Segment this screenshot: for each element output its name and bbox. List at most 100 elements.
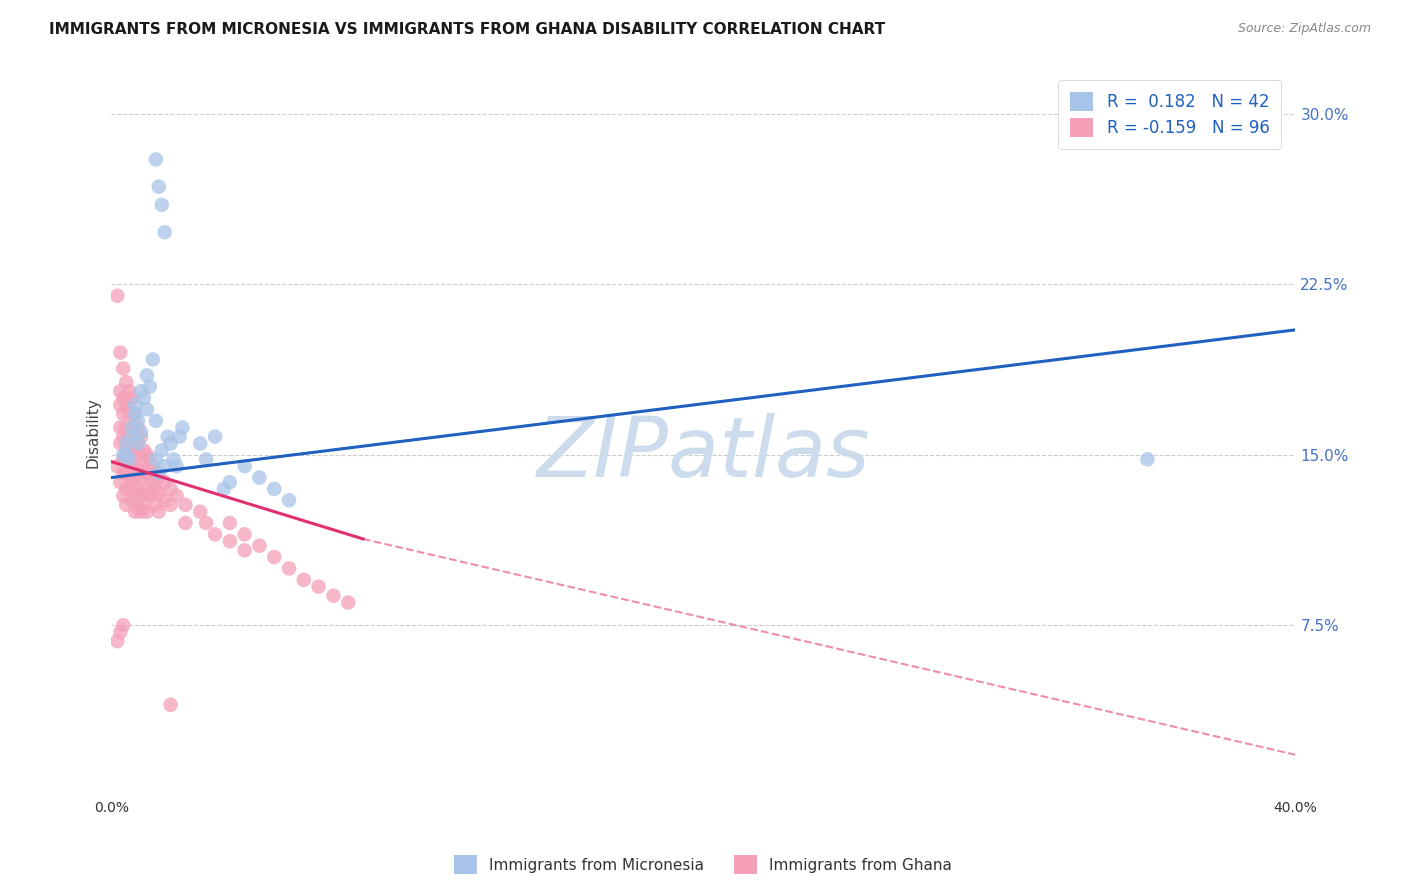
Point — [115, 436, 138, 450]
Point — [1136, 452, 1159, 467]
Point — [132, 464, 155, 478]
Point — [212, 482, 235, 496]
Point — [105, 289, 128, 303]
Point — [115, 448, 138, 462]
Point — [118, 407, 141, 421]
Point — [136, 368, 159, 383]
Point — [132, 500, 155, 514]
Point — [110, 625, 132, 640]
Point — [127, 443, 149, 458]
Point — [278, 493, 301, 508]
Point — [308, 580, 330, 594]
Point — [112, 466, 135, 480]
Point — [127, 420, 149, 434]
Point — [166, 489, 188, 503]
Point — [121, 493, 143, 508]
Point — [136, 402, 159, 417]
Point — [136, 448, 159, 462]
Point — [129, 425, 152, 439]
Point — [112, 452, 135, 467]
Point — [148, 466, 170, 480]
Point — [112, 448, 135, 462]
Point — [112, 618, 135, 632]
Point — [110, 384, 132, 399]
Point — [278, 561, 301, 575]
Point — [115, 375, 138, 389]
Point — [129, 470, 152, 484]
Point — [169, 430, 191, 444]
Point — [110, 420, 132, 434]
Point — [124, 489, 146, 503]
Point — [204, 527, 226, 541]
Point — [145, 482, 167, 496]
Point — [124, 398, 146, 412]
Point — [110, 345, 132, 359]
Point — [112, 407, 135, 421]
Point — [218, 516, 240, 530]
Point — [127, 414, 149, 428]
Point — [188, 505, 211, 519]
Point — [142, 475, 165, 489]
Point — [115, 398, 138, 412]
Point — [150, 198, 173, 212]
Point — [129, 505, 152, 519]
Point — [145, 153, 167, 167]
Point — [174, 498, 197, 512]
Point — [139, 452, 162, 467]
Point — [263, 482, 285, 496]
Point — [148, 470, 170, 484]
Point — [174, 516, 197, 530]
Point — [115, 436, 138, 450]
Point — [110, 475, 132, 489]
Point — [172, 420, 194, 434]
Point — [132, 482, 155, 496]
Point — [129, 384, 152, 399]
Point — [162, 452, 184, 467]
Point — [150, 443, 173, 458]
Point — [153, 493, 176, 508]
Point — [127, 436, 149, 450]
Point — [249, 539, 271, 553]
Point — [139, 470, 162, 484]
Point — [337, 595, 360, 609]
Point — [121, 420, 143, 434]
Point — [121, 420, 143, 434]
Point — [145, 414, 167, 428]
Text: IMMIGRANTS FROM MICRONESIA VS IMMIGRANTS FROM GHANA DISABILITY CORRELATION CHART: IMMIGRANTS FROM MICRONESIA VS IMMIGRANTS… — [49, 22, 886, 37]
Point — [136, 466, 159, 480]
Point — [145, 466, 167, 480]
Text: Source: ZipAtlas.com: Source: ZipAtlas.com — [1237, 22, 1371, 36]
Point — [263, 550, 285, 565]
Point — [118, 482, 141, 496]
Legend: R =  0.182   N = 42, R = -0.159   N = 96: R = 0.182 N = 42, R = -0.159 N = 96 — [1059, 80, 1281, 149]
Point — [112, 430, 135, 444]
Point — [115, 466, 138, 480]
Point — [195, 516, 218, 530]
Point — [115, 452, 138, 467]
Point — [139, 489, 162, 503]
Point — [129, 430, 152, 444]
Point — [139, 379, 162, 393]
Point — [159, 498, 181, 512]
Point — [218, 534, 240, 549]
Point — [195, 452, 218, 467]
Point — [148, 486, 170, 500]
Point — [233, 543, 256, 558]
Point — [153, 225, 176, 239]
Point — [159, 482, 181, 496]
Point — [188, 436, 211, 450]
Text: ZIPatlas: ZIPatlas — [537, 413, 870, 494]
Point — [127, 500, 149, 514]
Point — [124, 430, 146, 444]
Point — [145, 452, 167, 467]
Point — [121, 475, 143, 489]
Point — [115, 420, 138, 434]
Point — [148, 179, 170, 194]
Point — [118, 466, 141, 480]
Point — [159, 436, 181, 450]
Point — [142, 459, 165, 474]
Point — [218, 475, 240, 489]
Point — [156, 430, 179, 444]
Point — [145, 498, 167, 512]
Point — [124, 407, 146, 421]
